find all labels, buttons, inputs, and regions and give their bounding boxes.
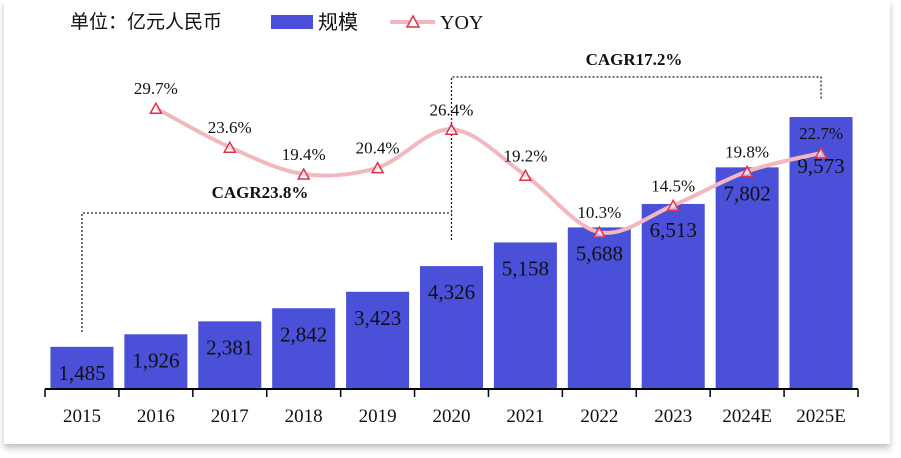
cagr-label-2015-2020: CAGR23.8% bbox=[212, 183, 309, 202]
yoy-value-label: 14.5% bbox=[651, 176, 695, 195]
bar-2018 bbox=[272, 308, 336, 389]
bar-value-label: 4,326 bbox=[428, 280, 475, 304]
bar-value-label: 1,485 bbox=[58, 361, 105, 385]
bar-value-label: 2,842 bbox=[280, 322, 327, 346]
x-tick-label: 2019 bbox=[359, 406, 397, 427]
bar-value-label: 5,688 bbox=[576, 241, 623, 265]
bar-2020 bbox=[420, 266, 483, 389]
yoy-marker-2023 bbox=[666, 198, 680, 212]
yoy-marker-2021 bbox=[518, 168, 533, 182]
yoy-value-label: 19.4% bbox=[282, 145, 326, 164]
yoy-value-label: 19.8% bbox=[725, 142, 769, 161]
x-tick-label: 2020 bbox=[433, 406, 471, 427]
unit-label: 单位：亿元人民币 bbox=[70, 11, 222, 33]
x-tick-label: 2015 bbox=[63, 406, 101, 427]
bar-value-label: 6,513 bbox=[650, 218, 697, 242]
bar-2016 bbox=[124, 334, 188, 389]
bar-2017 bbox=[198, 321, 262, 389]
bar-2015 bbox=[50, 346, 114, 389]
x-tick-label: 2021 bbox=[506, 406, 544, 427]
legend-bar-label: 规模 bbox=[318, 11, 358, 34]
yoy-marker-2022 bbox=[592, 225, 607, 238]
yoy-value-label: 19.2% bbox=[503, 146, 547, 165]
bar-value-label: 2,381 bbox=[206, 335, 253, 359]
yoy-value-label: 10.3% bbox=[577, 203, 621, 222]
yoy-value-label: 20.4% bbox=[356, 139, 400, 158]
yoy-value-label: 22.7% bbox=[799, 124, 843, 143]
yoy-value-label: 23.6% bbox=[208, 118, 252, 137]
bar-2019 bbox=[346, 291, 410, 389]
x-tick-label: 2025E bbox=[796, 406, 846, 427]
yoy-value-label: 29.7% bbox=[134, 79, 178, 98]
cagr-bracket-2020-2025 bbox=[450, 76, 822, 240]
bar-value-label: 1,926 bbox=[132, 348, 179, 372]
x-tick-label: 2022 bbox=[580, 406, 618, 427]
yoy-value-label: 26.4% bbox=[430, 100, 474, 119]
yoy-marker-2017 bbox=[223, 140, 237, 153]
x-tick-label: 2024E bbox=[722, 406, 772, 427]
x-tick-label: 2018 bbox=[285, 406, 323, 427]
legend-bar-swatch bbox=[271, 15, 313, 29]
legend-line-label: YOY bbox=[440, 12, 483, 34]
x-tick-label: 2017 bbox=[211, 406, 249, 427]
yoy-marker-2019 bbox=[370, 161, 385, 174]
legend-triangle-icon bbox=[405, 14, 421, 28]
bar-value-label: 3,423 bbox=[354, 306, 401, 330]
bar-2021 bbox=[493, 242, 557, 389]
x-tick-label: 2023 bbox=[654, 406, 692, 427]
bar-2022 bbox=[567, 227, 631, 389]
bar-2025E bbox=[789, 117, 853, 389]
cagr-bracket-2015-2020 bbox=[81, 212, 452, 332]
yoy-line bbox=[154, 106, 822, 235]
cagr-label-2020-2025: CAGR17.2% bbox=[586, 50, 683, 69]
yoy-marker-2025E bbox=[814, 146, 828, 159]
yoy-marker-2020 bbox=[444, 122, 459, 136]
x-tick-label: 2016 bbox=[137, 406, 175, 427]
bar-value-label: 5,158 bbox=[502, 256, 549, 280]
yoy-marker-2018 bbox=[296, 167, 311, 180]
yoy-marker-2016 bbox=[149, 101, 163, 114]
yoy-marker-2024E bbox=[740, 164, 754, 178]
bar-value-label: 7,802 bbox=[724, 181, 771, 205]
bar-2024E bbox=[715, 167, 779, 389]
bar-2023 bbox=[641, 203, 705, 389]
